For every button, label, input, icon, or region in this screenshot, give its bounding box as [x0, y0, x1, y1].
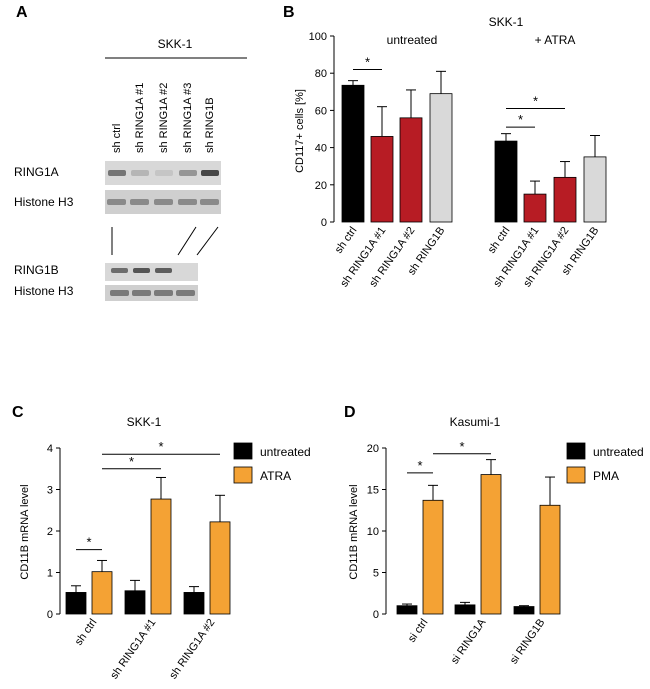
ring1a-band	[108, 170, 126, 176]
panel-letter-d: D	[344, 404, 356, 421]
y-tick-label: 10	[367, 526, 379, 538]
h3-band-bottom	[176, 290, 195, 296]
legend-swatch	[233, 466, 253, 484]
ring1b-band	[111, 268, 128, 273]
panel-letter-b: B	[283, 4, 295, 21]
y-tick-label: 20	[367, 443, 379, 455]
significance-star: *	[533, 94, 538, 109]
ring1a-band	[155, 170, 173, 176]
bar	[539, 504, 561, 615]
blot-ring1b-membrane	[105, 263, 198, 281]
ring1a-band	[179, 170, 197, 176]
blot-row-label-ring1a: RING1A	[14, 165, 59, 179]
legend-swatch	[233, 442, 253, 460]
ring1b-band	[133, 268, 150, 273]
y-tick-label: 0	[373, 609, 379, 621]
y-tick-label: 20	[315, 180, 327, 192]
legend-swatch	[566, 442, 586, 460]
y-tick-label: 4	[47, 443, 53, 455]
y-tick-label: 3	[47, 485, 53, 497]
y-tick-label: 0	[47, 609, 53, 621]
legend-label: untreated	[593, 445, 644, 459]
legend-label: untreated	[260, 445, 311, 459]
y-tick-label: 1	[47, 568, 53, 580]
y-tick-label: 2	[47, 526, 53, 538]
h3-band-top	[178, 199, 197, 205]
ring1a-band	[201, 170, 219, 176]
chart-d-title: Kasumi-1	[450, 415, 501, 429]
blot-lane-label: sh RING1A #1	[134, 83, 146, 153]
significance-star: *	[129, 454, 134, 469]
h3-band-top	[107, 199, 126, 205]
blot-lane-label: sh RING1A #3	[182, 83, 194, 153]
chart-b-title: SKK-1	[489, 15, 524, 29]
y-tick-label: 100	[309, 31, 327, 43]
h3-band-bottom	[110, 290, 129, 296]
blot-h3-bottom-membrane	[105, 285, 198, 301]
blot-cell-line: SKK-1	[158, 37, 193, 51]
significance-star: *	[518, 112, 523, 127]
y-tick-label: 60	[315, 105, 327, 117]
bar	[396, 605, 418, 615]
significance-star: *	[158, 439, 163, 454]
chart-d-ylabel: CD11B mRNA level	[348, 484, 360, 579]
bar	[454, 604, 476, 615]
blot-lane-label: sh RING1A #2	[158, 83, 170, 153]
x-tick-label: si ctrl	[406, 617, 431, 645]
legend-label: ATRA	[260, 469, 291, 483]
h3-band-top	[200, 199, 219, 205]
bar	[422, 499, 444, 615]
significance-star: *	[459, 439, 464, 454]
y-tick-label: 0	[321, 217, 327, 229]
panel-letter-a: A	[16, 4, 28, 21]
h3-band-top	[154, 199, 173, 205]
significance-star: *	[365, 54, 370, 69]
chart-c-title: SKK-1	[127, 415, 162, 429]
blot-lane-label: sh RING1B	[204, 97, 216, 153]
h3-band-bottom	[154, 290, 173, 296]
western-blot-panel: SKK-1 sh ctrl sh RING1A #1 sh RING1A #2 sh …	[14, 37, 247, 301]
blot-lane-label: sh ctrl	[111, 124, 123, 153]
chart-b: SKK-1 untreated + ATRA CD117+ cells [%] …	[294, 15, 607, 289]
blot-row-label-h3-bottom: Histone H3	[14, 284, 74, 298]
blot-row-label-h3-top: Histone H3	[14, 195, 74, 209]
ring1a-band	[131, 170, 149, 176]
x-tick-label: si RING1B	[508, 617, 548, 666]
ring1b-band	[155, 268, 172, 273]
legend-label: PMA	[593, 469, 619, 483]
y-tick-label: 15	[367, 485, 379, 497]
x-tick-label: si RING1A	[449, 616, 489, 666]
h3-band-bottom	[132, 290, 151, 296]
chart-c-ylabel: CD11B mRNA level	[19, 484, 31, 579]
blot-connector-line-2	[177, 226, 197, 256]
blot-row-label-ring1b: RING1B	[14, 263, 59, 277]
h3-band-top	[130, 199, 149, 205]
chart-b-group-atra: + ATRA	[535, 33, 576, 47]
significance-star: *	[417, 458, 422, 473]
y-tick-label: 40	[315, 143, 327, 155]
chart-b-ylabel: CD117+ cells [%]	[294, 89, 306, 173]
blot-lane-labels: sh ctrl sh RING1A #1 sh RING1A #2 sh RING1A…	[111, 83, 216, 153]
y-tick-label: 80	[315, 68, 327, 80]
legend-swatch	[566, 466, 586, 484]
y-tick-label: 5	[373, 568, 379, 580]
chart-b-group-untreated: untreated	[387, 33, 438, 47]
blot-connector-line-3	[196, 226, 219, 256]
bar	[513, 606, 535, 615]
panel-letter-c: C	[12, 404, 24, 421]
bar	[480, 474, 502, 615]
significance-star: *	[86, 535, 91, 550]
